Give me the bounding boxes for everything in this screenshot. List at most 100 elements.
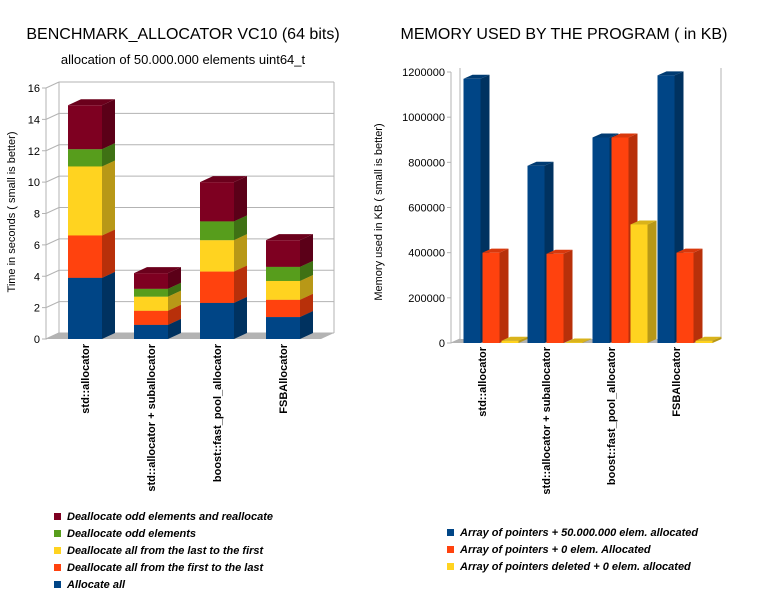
bar-side bbox=[102, 143, 115, 167]
gridline-diagonal bbox=[45, 332, 60, 340]
y-tick-label: 10 bbox=[28, 177, 40, 189]
legend-swatch bbox=[54, 530, 61, 537]
bar-side bbox=[168, 267, 181, 289]
legend-label: Deallocate odd elements and reallocate bbox=[67, 510, 274, 523]
x-category-label: std::allocator + suballocator bbox=[541, 346, 553, 494]
bar-segment bbox=[200, 296, 247, 339]
bar-front bbox=[134, 310, 168, 325]
x-category-label: std::allocator bbox=[80, 343, 92, 413]
legend-item: Deallocate all from the last to the firs… bbox=[54, 542, 273, 559]
bar-side bbox=[300, 260, 313, 281]
legend-item: Deallocate odd elements and reallocate bbox=[54, 508, 273, 525]
bar-side bbox=[234, 234, 247, 272]
bar-top bbox=[134, 267, 181, 274]
legend-swatch bbox=[54, 547, 61, 554]
bar-front bbox=[134, 288, 168, 297]
bar-side bbox=[300, 293, 313, 318]
bar-front bbox=[266, 317, 300, 339]
bar-segment bbox=[68, 99, 115, 150]
bar-front bbox=[134, 324, 168, 339]
y-tick-label: 8 bbox=[34, 209, 40, 221]
bar-side bbox=[168, 304, 181, 325]
bar bbox=[676, 248, 703, 343]
y-tick-label: 0 bbox=[34, 334, 40, 346]
bar-side bbox=[102, 99, 115, 150]
bar-side bbox=[102, 229, 115, 278]
bar-front bbox=[68, 105, 102, 150]
bar-front bbox=[266, 240, 300, 267]
bar-side bbox=[647, 220, 657, 343]
chart-title: BENCHMARK_ALLOCATOR VC10 (64 bits) bbox=[26, 26, 339, 43]
legend-label: Array of pointers deleted + 0 elem. allo… bbox=[460, 560, 691, 573]
bar-front bbox=[676, 252, 694, 343]
bar-side bbox=[518, 336, 528, 343]
bar-side bbox=[168, 318, 181, 339]
bar-top bbox=[266, 234, 313, 241]
bar-segment bbox=[266, 234, 313, 267]
y-tick-label: 2 bbox=[34, 303, 40, 315]
bar bbox=[482, 248, 509, 343]
gridline-diagonal bbox=[45, 238, 60, 246]
bar bbox=[501, 336, 528, 343]
x-category-label: boost::fast_pool_allocator bbox=[212, 343, 224, 482]
legend-swatch bbox=[447, 563, 454, 570]
bar-front bbox=[592, 137, 610, 343]
bar-side bbox=[234, 215, 247, 241]
chart-floor bbox=[46, 333, 334, 339]
bar-top bbox=[611, 133, 638, 138]
y-tick-label: 14 bbox=[28, 114, 40, 126]
bar-side bbox=[300, 274, 313, 300]
bar-front bbox=[695, 340, 713, 343]
bar-side bbox=[168, 282, 181, 297]
bar-front bbox=[68, 149, 102, 167]
bar-front bbox=[68, 235, 102, 278]
bar-front bbox=[482, 252, 500, 343]
bar-front bbox=[501, 340, 519, 343]
bar-front bbox=[266, 299, 300, 318]
legend-label: Deallocate odd elements bbox=[67, 527, 196, 540]
bar-segment bbox=[134, 267, 181, 289]
y-tick-label: 600000 bbox=[408, 203, 445, 215]
bar-top bbox=[695, 336, 722, 341]
benchmark-time-chart: BENCHMARK_ALLOCATOR VC10 (64 bits) alloc… bbox=[6, 26, 340, 492]
legend-item: Array of pointers + 0 elem. Allocated bbox=[447, 541, 698, 558]
memory-used-chart: MEMORY USED BY THE PROGRAM ( in KB) Memo… bbox=[373, 26, 727, 495]
x-category-label: boost::fast_pool_allocator bbox=[606, 346, 618, 485]
legend-label: Array of pointers + 0 elem. Allocated bbox=[460, 543, 651, 556]
y-tick-label: 0 bbox=[439, 338, 445, 350]
y-tick-label: 400000 bbox=[408, 248, 445, 260]
gridline-diagonal bbox=[45, 269, 60, 277]
bar-front bbox=[657, 75, 675, 343]
x-category-label: std::allocator bbox=[477, 346, 489, 416]
bar-segment bbox=[68, 160, 115, 236]
gridline-diagonal bbox=[45, 207, 60, 214]
bar-segment bbox=[68, 229, 115, 278]
floor-left-edge bbox=[450, 338, 461, 344]
bar-front bbox=[630, 224, 648, 343]
bar-segment bbox=[68, 271, 115, 339]
legend-item: Deallocate all from the first to the las… bbox=[54, 559, 273, 576]
y-tick-label: 16 bbox=[28, 83, 40, 95]
x-category-label: FSBAllocator bbox=[671, 346, 683, 416]
legend-swatch bbox=[54, 564, 61, 571]
bar-side bbox=[582, 338, 592, 343]
bar-front bbox=[68, 277, 102, 339]
legend-item: Array of pointers + 50.000.000 elem. all… bbox=[447, 524, 698, 541]
bar-front bbox=[266, 266, 300, 281]
bar-side bbox=[234, 296, 247, 339]
gridline-diagonal bbox=[45, 301, 60, 309]
bar-front bbox=[611, 137, 629, 343]
gridline-diagonal bbox=[45, 175, 60, 183]
bar-side bbox=[102, 271, 115, 339]
bar-top bbox=[463, 74, 490, 79]
legend-label: Deallocate all from the first to the las… bbox=[67, 561, 264, 574]
legend-swatch bbox=[54, 513, 61, 520]
bar-side bbox=[102, 160, 115, 236]
bar bbox=[630, 220, 657, 343]
bar-top bbox=[630, 220, 657, 225]
bar-segment bbox=[200, 176, 247, 222]
bar-top bbox=[482, 248, 509, 253]
bar-front bbox=[546, 253, 564, 343]
bar-front bbox=[134, 273, 168, 289]
